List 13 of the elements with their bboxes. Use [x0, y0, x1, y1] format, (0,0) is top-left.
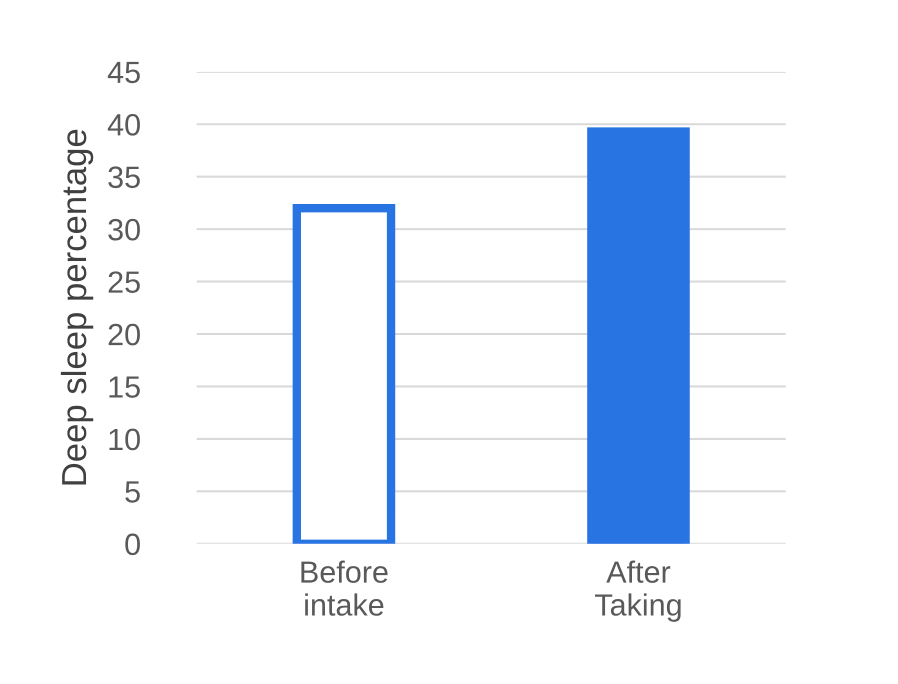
y-tick-label: 40: [108, 114, 140, 136]
y-tick-label: 30: [108, 218, 140, 241]
y-tick-label: 25: [108, 271, 140, 293]
y-tick-label: 5: [125, 481, 140, 503]
y-tick-label: 45: [108, 62, 140, 84]
y-axis-title: Deep sleep percentage: [60, 130, 94, 484]
y-tick-label: 15: [109, 376, 140, 398]
x-tick-label: After Taking: [595, 560, 681, 622]
y-tick-label: 20: [108, 324, 140, 346]
y-tick-label: 10: [109, 428, 140, 450]
y-tick-label: 0: [125, 534, 140, 556]
x-tick-label: Before intake: [301, 560, 388, 616]
y-tick-label: 35: [108, 166, 140, 188]
